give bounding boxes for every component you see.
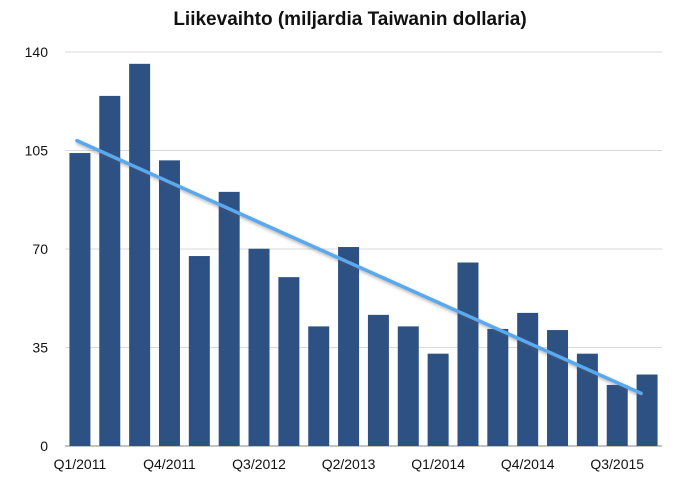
bar: Q1/2015: 41.2 (547, 330, 569, 446)
bars: Q1/2011: 104.1 Q2/2011: 124.4 Q3/2011: 135… (69, 63, 658, 447)
bar: Q1/2014: 32.8 (427, 353, 449, 446)
bar: Q2/2013: 70.7 (338, 247, 360, 446)
y-axis-ticks: 0 35 70 105 140 (25, 44, 49, 454)
y-tick-label: 0 (40, 438, 48, 454)
bar: Q1/2012: 67.5 (188, 256, 210, 446)
x-tick-label: Q2/2013 (322, 456, 376, 472)
x-axis-ticks: Q1/2011 Q4/2011 Q3/2012 Q2/2013 Q1/2014 Q4/20… (54, 456, 645, 472)
bar: Q3/2015: 21.7 (606, 384, 628, 446)
bar: Q3/2011: 135.8 (129, 63, 151, 446)
x-tick-label: Q1/2014 (411, 456, 465, 472)
bar: Q3/2012: 70.1 (248, 248, 270, 446)
bar: Q4/2012: 60 (278, 277, 300, 446)
y-tick-label: 105 (25, 143, 49, 159)
x-tick-label: Q3/2012 (232, 456, 286, 472)
x-tick-label: Q4/2011 (143, 456, 196, 472)
bar: Q2/2015: 32.8 (576, 353, 598, 446)
trend-line-group (75, 138, 643, 396)
bar: Q2/2014: 65.2 (457, 262, 479, 446)
bar: Q4/2014: 47.3 (517, 312, 539, 446)
x-tick-label: Q3/2015 (590, 456, 644, 472)
bar: Q4/2011: 101.5 (158, 160, 180, 446)
y-tick-label: 70 (32, 241, 48, 257)
bar: Q2/2012: 90.3 (218, 191, 240, 446)
x-tick-label: Q1/2011 (54, 456, 107, 472)
bar: Q3/2014: 41.6 (487, 328, 509, 446)
y-tick-label: 35 (32, 340, 48, 356)
bar: Q4/2015: 25.4 (636, 374, 658, 446)
x-tick-label: Q4/2014 (501, 456, 555, 472)
trend-line (75, 138, 643, 396)
chart-title: Liikevaihto (miljardia Taiwanin dollaria… (173, 9, 527, 30)
bar: Q1/2013: 42.5 (308, 326, 330, 446)
y-tick-label: 140 (25, 44, 49, 60)
gridlines (65, 51, 662, 447)
bar: Q4/2013: 42.5 (397, 326, 419, 446)
bar: Q3/2013: 46.6 (367, 314, 389, 446)
bar: Q1/2011: 104.1 (69, 153, 91, 447)
bar: Q2/2011: 124.4 (99, 95, 121, 446)
